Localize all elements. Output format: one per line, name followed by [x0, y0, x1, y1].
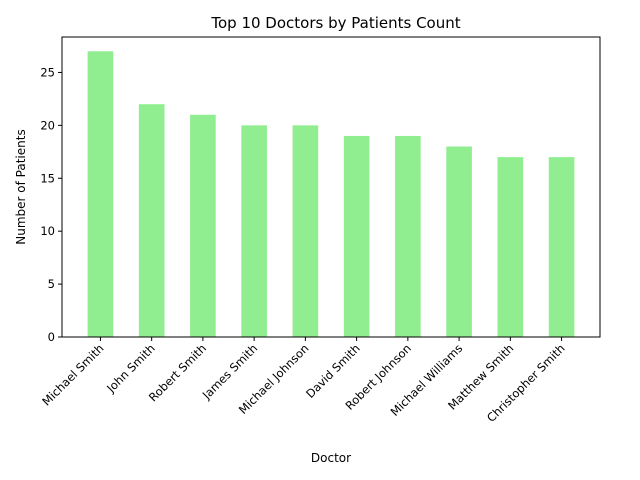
- bar: [241, 125, 267, 337]
- bar: [87, 51, 114, 337]
- x-axis-label: Doctor: [311, 451, 351, 465]
- y-axis-label: Number of Patients: [14, 129, 28, 244]
- y-tick-label: 20: [40, 118, 55, 132]
- y-tick-label: 10: [40, 224, 55, 238]
- bar: [343, 135, 370, 337]
- y-tick-label: 15: [40, 171, 55, 185]
- y-tick-label: 25: [40, 65, 55, 79]
- chart-title: Top 10 Doctors by Patients Count: [210, 14, 460, 32]
- bar: [395, 135, 421, 337]
- y-tick-label: 5: [48, 277, 55, 291]
- bar: [138, 104, 165, 337]
- axes-frame: [61, 36, 601, 338]
- bar: [292, 125, 319, 337]
- bar: [190, 114, 216, 337]
- x-tick-label: John Smith: [103, 341, 158, 396]
- bar: [497, 157, 524, 337]
- bar: [548, 157, 575, 337]
- x-tick-label: Michael Smith: [39, 341, 106, 408]
- bar: [446, 146, 472, 337]
- y-tick-label: 0: [48, 330, 55, 344]
